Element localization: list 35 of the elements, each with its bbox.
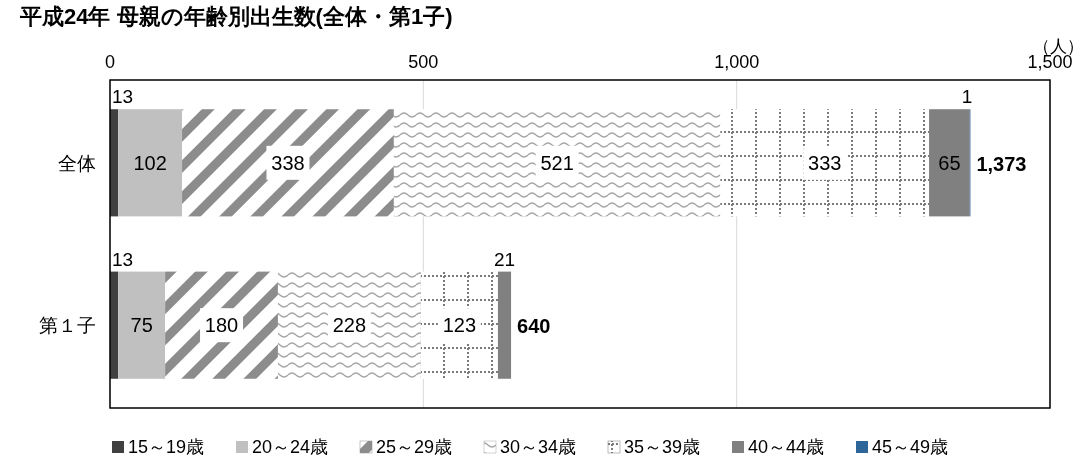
bar (277, 271, 421, 379)
bar (497, 271, 512, 379)
bar (118, 109, 183, 217)
data-label: 21 (493, 248, 516, 270)
total-label: 640 (517, 315, 551, 338)
data-label: 338 (271, 151, 305, 174)
total-label: 1,373 (976, 152, 1027, 175)
legend-label: 25～29歳 (376, 437, 453, 457)
data-label: 13 (112, 86, 134, 108)
y-tick-label: 全体 (58, 152, 96, 174)
data-label: 180 (204, 314, 239, 337)
x-tick-label: 1,000 (714, 52, 760, 72)
legend-label: 40～44歳 (748, 437, 825, 457)
data-label: 65 (938, 151, 961, 174)
legend-label: 15～19歳 (128, 437, 205, 457)
bar (118, 271, 166, 379)
data-label: 228 (332, 314, 367, 337)
bar (182, 109, 394, 217)
legend-label: 30～34歳 (500, 437, 577, 457)
bar (165, 271, 278, 379)
legend-label: 35～39歳 (624, 437, 701, 457)
x-tick-label: 0 (104, 52, 116, 72)
data-label: 1 (961, 86, 973, 108)
chart-title: 平成24年 母親の年齢別出生数(全体・第1子) (19, 4, 453, 29)
data-label: 123 (442, 314, 477, 337)
legend-label: 20～24歳 (252, 437, 329, 457)
data-label: 13 (112, 248, 134, 270)
data-label: 102 (133, 151, 167, 174)
legend-label: 45～49歳 (872, 437, 949, 457)
bar (929, 109, 970, 217)
y-tick-label: 第１子 (39, 315, 96, 337)
data-label: 333 (808, 151, 842, 174)
data-label: 521 (540, 151, 574, 174)
x-tick-label: 500 (408, 52, 439, 72)
data-label: 75 (130, 314, 153, 337)
